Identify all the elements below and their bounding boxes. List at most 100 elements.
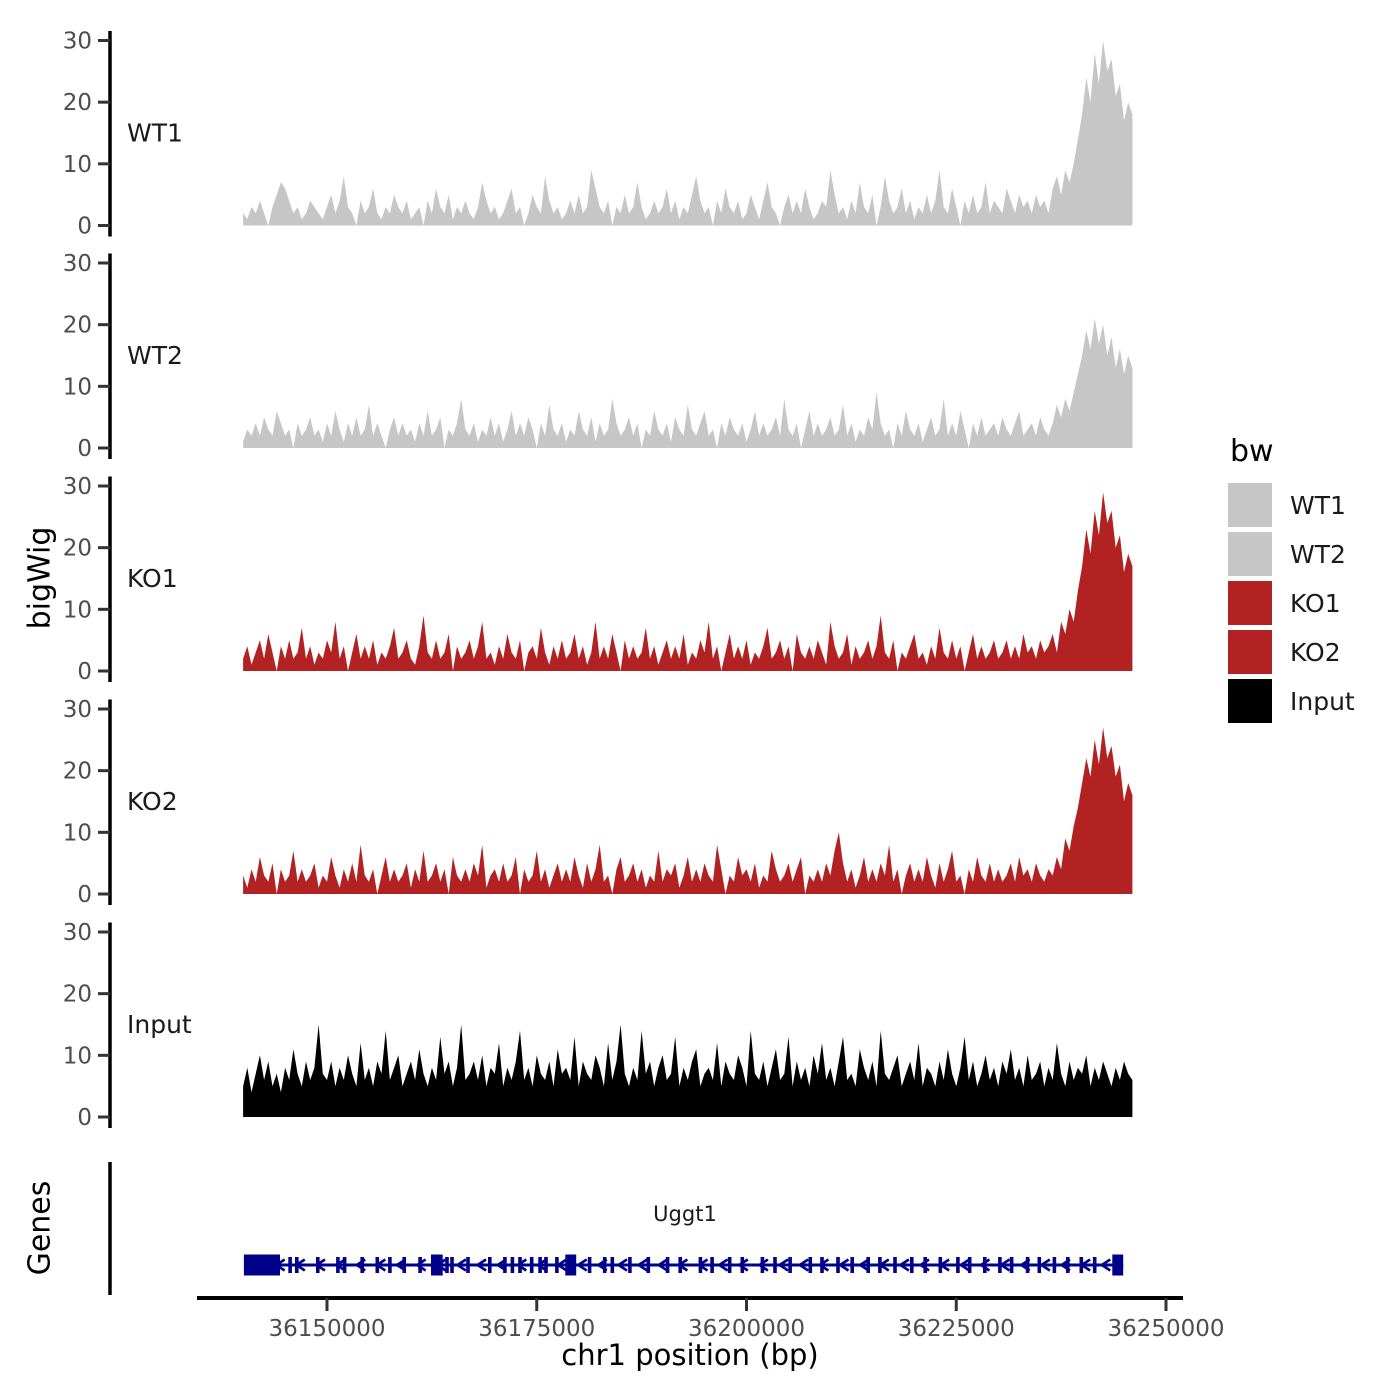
y-tick-label: 20 [63, 90, 92, 116]
strand-arrow [475, 1258, 487, 1272]
exon [998, 1257, 1002, 1273]
exon [538, 1257, 542, 1273]
exon [878, 1257, 882, 1273]
exon [1009, 1257, 1014, 1273]
exon [587, 1257, 592, 1273]
strand-arrow [777, 1258, 789, 1272]
strand-arrow [797, 1258, 809, 1272]
y-tick-label: 30 [63, 697, 92, 723]
legend-item-ko1: KO1 [1228, 581, 1355, 625]
track-label-input: Input [127, 1010, 192, 1039]
exon [850, 1257, 854, 1273]
coverage-area-ko2 [243, 727, 1133, 894]
y-tick-label: 10 [63, 374, 92, 400]
exon [488, 1257, 492, 1273]
coverage-area-wt1 [243, 40, 1133, 226]
legend-label-ko1: KO1 [1290, 588, 1341, 618]
legend-swatch-ko1 [1228, 581, 1272, 625]
x-tick-label: 36250000 [1107, 1316, 1224, 1342]
strand-arrow [616, 1258, 628, 1272]
x-tick-label: 36200000 [688, 1316, 805, 1342]
y-axis-title: bigWig [22, 526, 58, 630]
strand-arrow [757, 1258, 769, 1272]
legend-item-wt1: WT1 [1228, 483, 1355, 527]
exon [836, 1257, 840, 1273]
exon [503, 1257, 507, 1273]
exon [740, 1257, 745, 1273]
y-tick-label: 30 [63, 920, 92, 946]
exon [773, 1257, 777, 1273]
x-tick-label: 36225000 [898, 1316, 1015, 1342]
genes-panel [108, 1162, 1124, 1295]
x-axis: 36150000 36175000 36200000 36225000 36250000 [197, 1296, 1225, 1342]
legend-item-wt2: WT2 [1228, 532, 1355, 576]
legend: bw WT1 WT2 KO1 KO2 Input [1228, 434, 1355, 728]
exon [788, 1257, 792, 1273]
strand-arrow [978, 1258, 991, 1272]
exon [808, 1257, 813, 1273]
y-tick-label: 10 [63, 597, 92, 623]
exon [418, 1257, 422, 1273]
strand-arrow [857, 1258, 870, 1272]
y-tick-label: 0 [77, 659, 92, 685]
strand-arrow [716, 1258, 729, 1272]
exon [1052, 1257, 1057, 1273]
strand-arrow [636, 1258, 648, 1272]
strand-arrow [736, 1258, 749, 1272]
exon [555, 1257, 559, 1273]
y-tick-label: 20 [63, 536, 92, 562]
exon [938, 1257, 943, 1273]
strand-arrow [817, 1258, 830, 1272]
exon [956, 1257, 960, 1273]
exon [820, 1257, 824, 1273]
track-panel-wt2: 0 10 20 30 WT2 [63, 251, 1133, 462]
legend-title: bw [1230, 434, 1274, 469]
y-tick-label: 0 [77, 436, 92, 462]
exon [544, 1257, 548, 1273]
exon [529, 1257, 534, 1273]
exon [628, 1257, 632, 1273]
exon [698, 1257, 703, 1273]
strand-arrow [575, 1258, 588, 1272]
exon [910, 1257, 914, 1273]
legend-swatch-wt2 [1228, 532, 1272, 576]
y-tick-label: 30 [63, 29, 92, 55]
legend-swatch-wt1 [1228, 483, 1272, 527]
y-tick-label: 0 [77, 882, 92, 908]
exon [402, 1257, 406, 1273]
exon [665, 1257, 670, 1273]
y-tick-label: 0 [77, 214, 92, 240]
exon [388, 1257, 392, 1273]
y-tick-label: 20 [63, 313, 92, 339]
strand-arrow [535, 1258, 548, 1272]
exon [1092, 1257, 1097, 1273]
exon [336, 1257, 340, 1273]
y-tick-label: 10 [63, 820, 92, 846]
y-tick-label: 10 [63, 1043, 92, 1069]
exon [866, 1257, 870, 1273]
exon [316, 1257, 320, 1273]
strand-arrow [1099, 1258, 1111, 1272]
exon [967, 1257, 972, 1273]
legend-label-input: Input [1290, 686, 1355, 716]
exon [510, 1257, 515, 1273]
gene-name-label: Uggt1 [653, 1202, 717, 1226]
track-label-ko2: KO2 [127, 787, 178, 816]
strand-arrow [515, 1258, 528, 1272]
exon-wide [565, 1254, 577, 1276]
track-label-wt1: WT1 [127, 119, 183, 148]
y-tick-label: 20 [63, 982, 92, 1008]
legend-item-ko2: KO2 [1228, 630, 1355, 674]
exon [1079, 1257, 1084, 1273]
strand-arrow [656, 1258, 668, 1272]
strand-arrow [414, 1258, 427, 1272]
coverage-area-input [243, 1024, 1133, 1117]
exon [983, 1257, 987, 1273]
legend-label-ko2: KO2 [1290, 637, 1341, 667]
exon [445, 1257, 449, 1273]
track-label-ko1: KO1 [127, 564, 178, 593]
y-tick-label: 10 [63, 152, 92, 178]
track-panel-ko2: 0 10 20 30 KO2 [63, 697, 1133, 908]
exon [727, 1257, 732, 1273]
